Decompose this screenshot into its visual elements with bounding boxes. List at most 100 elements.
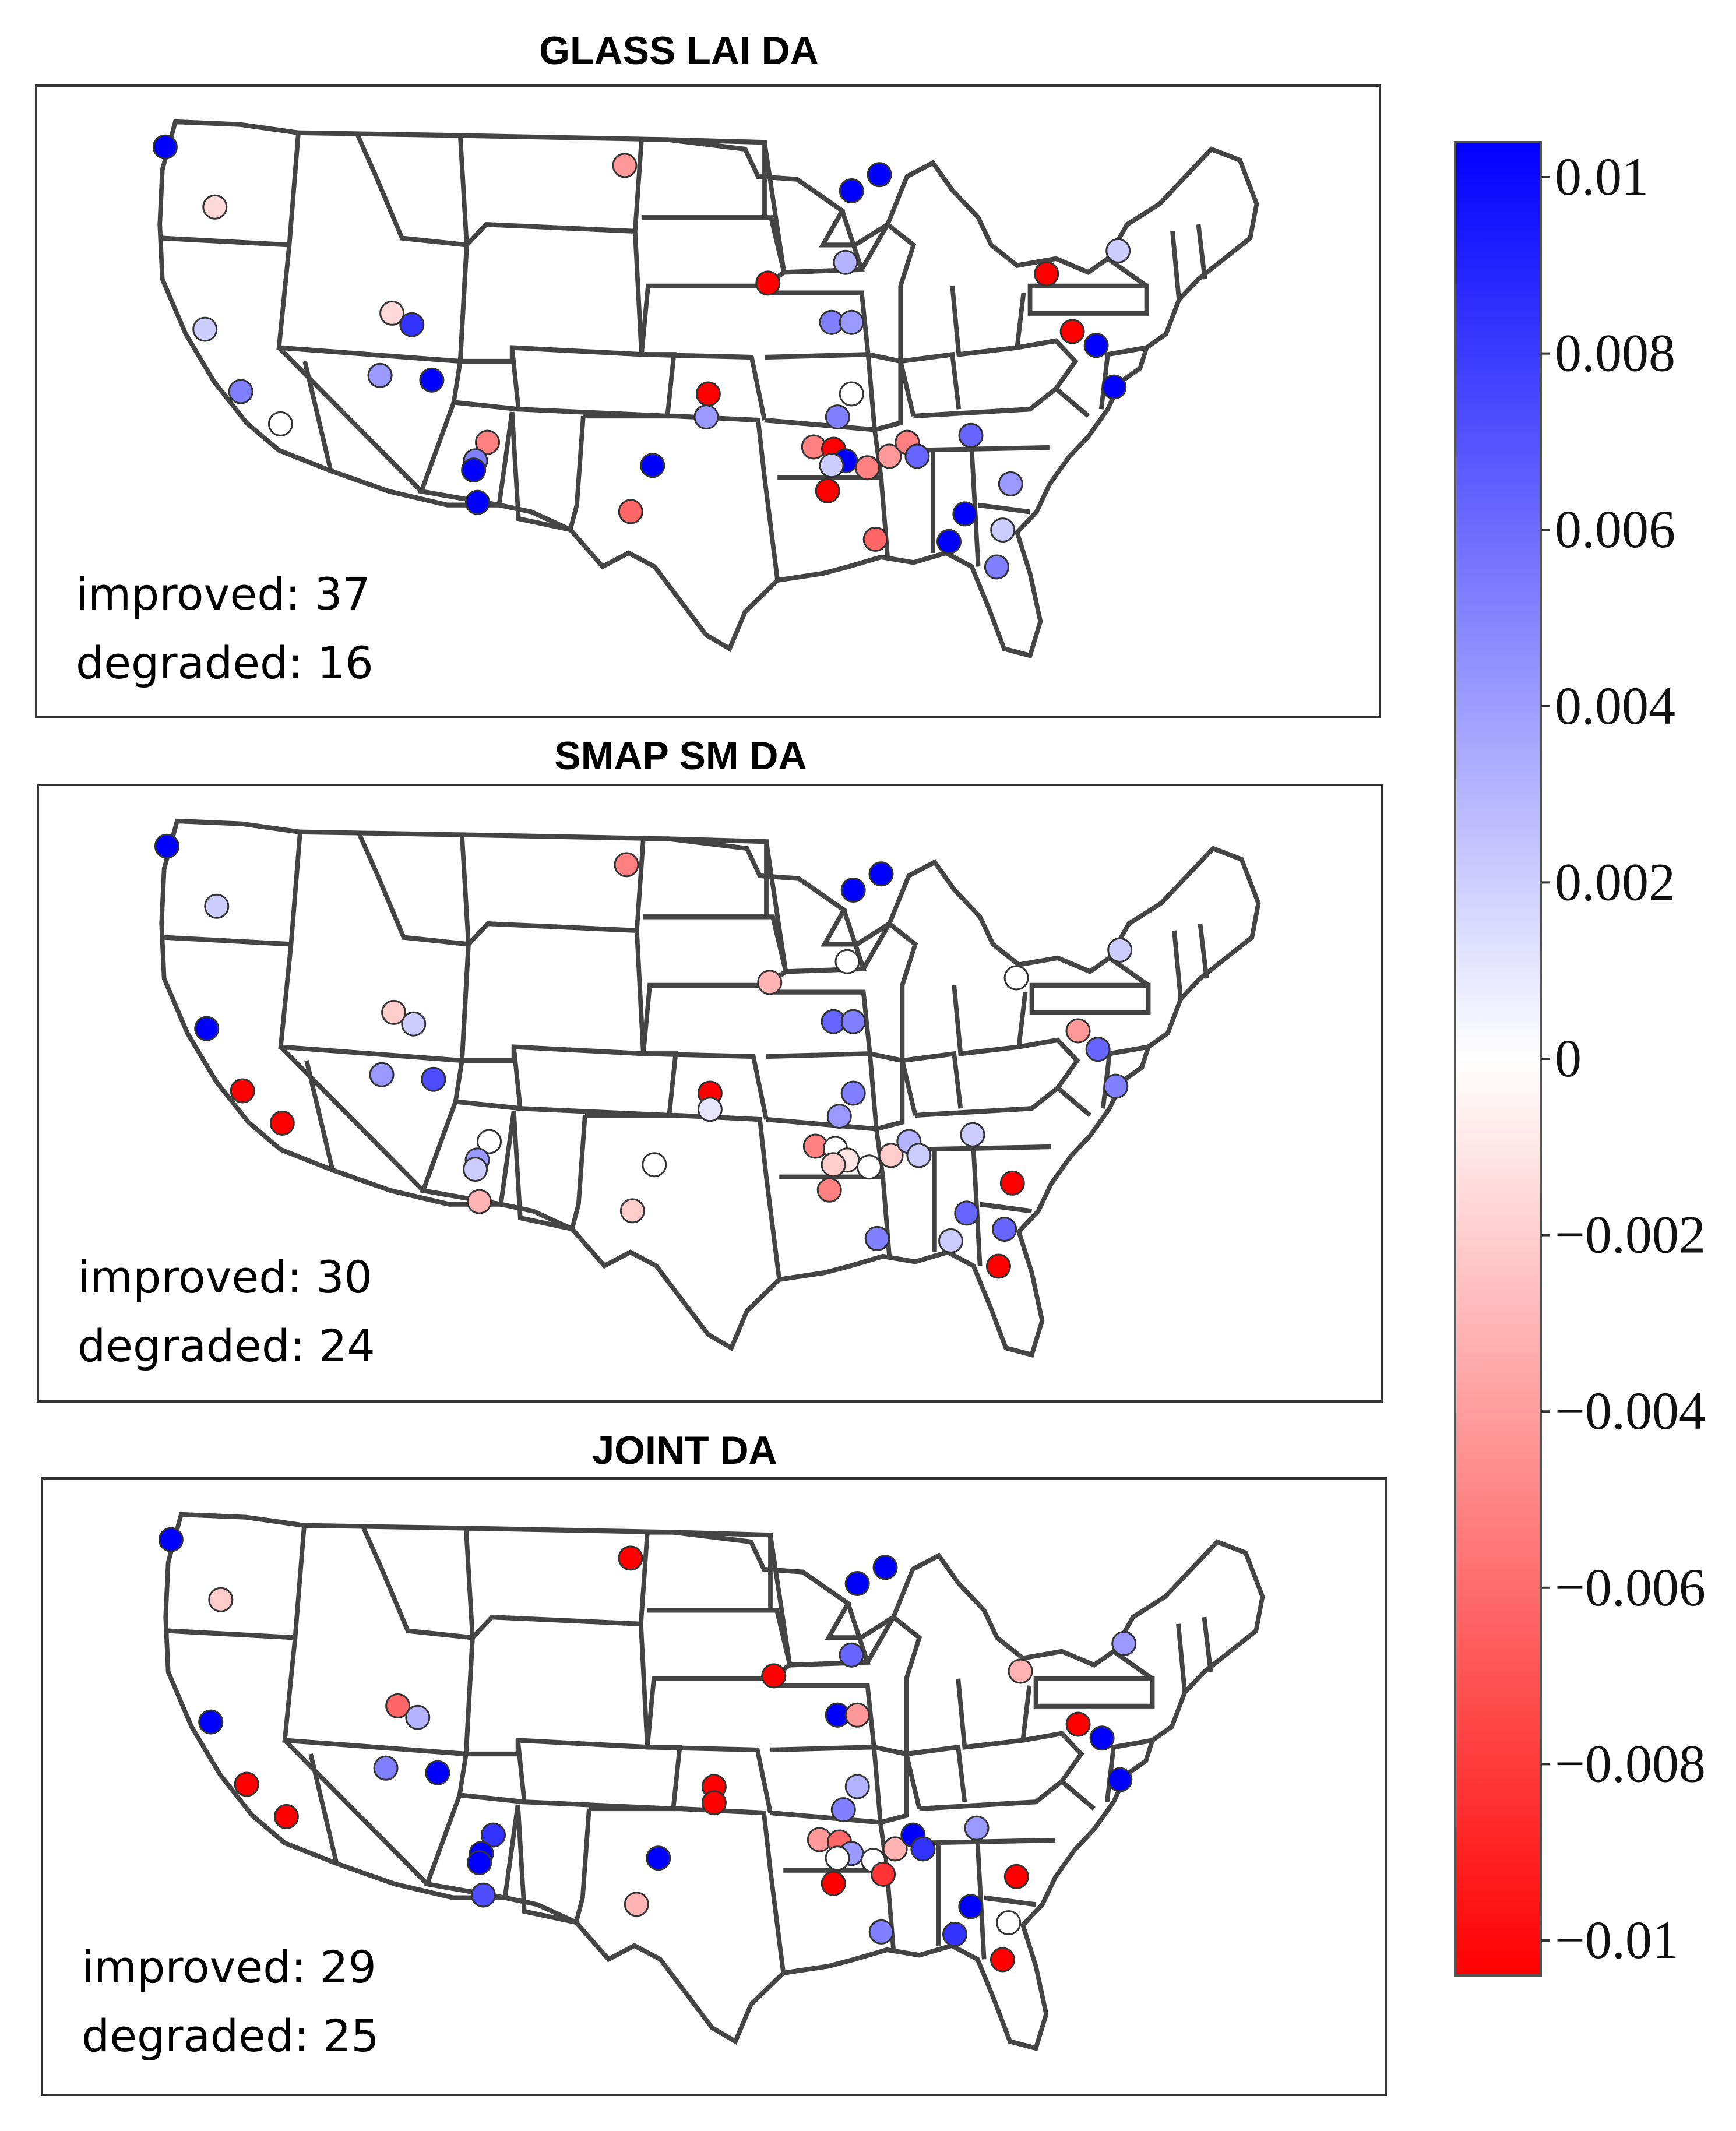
site-marker <box>194 1016 220 1041</box>
site-marker <box>228 379 253 404</box>
colorbar: 0.01 0.008 0.006 0.004 0.002 0 −0.002 −0.004 −0.… <box>1454 141 1706 1977</box>
degraded-count: degraded: 16 <box>76 637 374 689</box>
site-marker <box>1085 1037 1111 1062</box>
site-marker <box>234 1771 259 1797</box>
site-marker <box>1059 319 1085 344</box>
site-marker <box>421 1066 446 1092</box>
site-marker <box>405 1704 431 1730</box>
site-marker <box>399 312 425 337</box>
colorbar-tick-label: 0.004 <box>1555 676 1675 735</box>
site-marker <box>1105 238 1131 263</box>
site-marker <box>693 404 719 430</box>
site-markers <box>154 833 1133 1279</box>
site-marker <box>868 861 894 887</box>
panel-title: JOINT DA <box>592 1428 777 1473</box>
colorbar-tick-label: −0.01 <box>1555 1910 1679 1970</box>
site-marker <box>154 833 179 859</box>
site-marker <box>152 134 178 160</box>
site-marker <box>208 1587 234 1612</box>
site-marker <box>844 1774 870 1799</box>
site-marker <box>379 300 405 326</box>
site-marker <box>466 1189 492 1214</box>
site-marker <box>1111 1630 1137 1656</box>
improved-count: improved: 37 <box>76 568 371 620</box>
site-marker <box>999 1170 1025 1196</box>
site-marker <box>463 1157 488 1182</box>
colorbar-tick-label: 0.008 <box>1555 323 1675 383</box>
site-marker <box>1003 1864 1029 1889</box>
site-marker <box>158 1527 184 1552</box>
site-marker <box>878 1143 904 1168</box>
title-band <box>481 728 959 782</box>
site-marker <box>367 362 393 388</box>
site-marker <box>1107 1767 1133 1792</box>
site-marker <box>273 1804 299 1829</box>
site-marker <box>230 1078 255 1104</box>
site-marker <box>646 1845 671 1871</box>
site-marker <box>839 309 864 335</box>
site-marker <box>461 457 487 483</box>
site-marker <box>757 970 783 995</box>
site-marker <box>618 1545 643 1571</box>
site-marker <box>958 1894 984 1919</box>
site-marker <box>464 489 490 515</box>
site-marker <box>840 878 866 903</box>
improved-count: improved: 30 <box>78 1251 372 1303</box>
colorbar-tick-label: −0.004 <box>1555 1381 1706 1440</box>
site-marker <box>1034 261 1059 287</box>
site-marker <box>761 1663 787 1689</box>
site-marker <box>821 1871 846 1896</box>
site-marker <box>826 1104 852 1129</box>
site-marker <box>882 1836 908 1862</box>
site-marker <box>867 162 892 188</box>
improved-count: improved: 29 <box>82 1941 376 1993</box>
site-marker <box>612 153 638 178</box>
site-marker <box>964 1815 990 1841</box>
site-marker <box>1103 1073 1129 1099</box>
site-marker <box>998 471 1023 496</box>
map-panels: GLASS LAI DA improved: 37 degraded: 16 SMAP… <box>35 23 1387 2096</box>
colorbar-tick-label: −0.008 <box>1555 1734 1706 1793</box>
colorbar-tick-label: −0.002 <box>1555 1205 1706 1264</box>
site-marker <box>952 501 978 527</box>
site-marker <box>833 249 858 275</box>
site-marker <box>825 404 850 430</box>
map-panel-2: SMAP SM DA improved: 30 degraded: 24 <box>37 728 1383 1403</box>
site-marker <box>202 194 228 220</box>
site-marker <box>373 1755 399 1781</box>
site-marker <box>475 429 500 455</box>
site-marker <box>267 411 293 436</box>
site-marker <box>840 1009 866 1034</box>
site-marker <box>871 1861 896 1887</box>
colorbar-gradient <box>1454 141 1542 1977</box>
site-marker <box>204 893 230 919</box>
site-marker <box>840 1080 866 1106</box>
map-panel-1: GLASS LAI DA improved: 37 degraded: 16 <box>35 23 1381 718</box>
site-marker <box>906 1143 932 1168</box>
site-marker <box>619 1198 645 1224</box>
site-marker <box>960 1122 985 1147</box>
site-marker <box>839 178 864 203</box>
site-marker <box>381 999 407 1025</box>
site-marker <box>1089 1725 1115 1751</box>
site-marker <box>942 1921 967 1947</box>
site-marker <box>954 1200 980 1226</box>
site-marker <box>938 1228 963 1253</box>
site-marker <box>819 453 844 478</box>
site-marker <box>477 1129 502 1154</box>
site-marker <box>958 422 984 448</box>
degraded-count: degraded: 25 <box>82 2010 379 2062</box>
site-marker <box>385 1693 411 1718</box>
site-marker <box>481 1822 506 1848</box>
colorbar-ticks: 0.01 0.008 0.006 0.004 0.002 0 −0.002 −0.004 −0.… <box>1541 147 1706 1970</box>
site-marker <box>192 316 218 342</box>
site-marker <box>834 949 860 974</box>
colorbar-tick-label: −0.006 <box>1555 1558 1706 1617</box>
site-marker <box>868 1919 894 1945</box>
site-marker <box>864 1225 890 1251</box>
site-marker <box>936 529 962 554</box>
site-marker <box>1065 1018 1091 1044</box>
site-marker <box>844 1571 870 1596</box>
site-marker <box>697 1097 723 1122</box>
